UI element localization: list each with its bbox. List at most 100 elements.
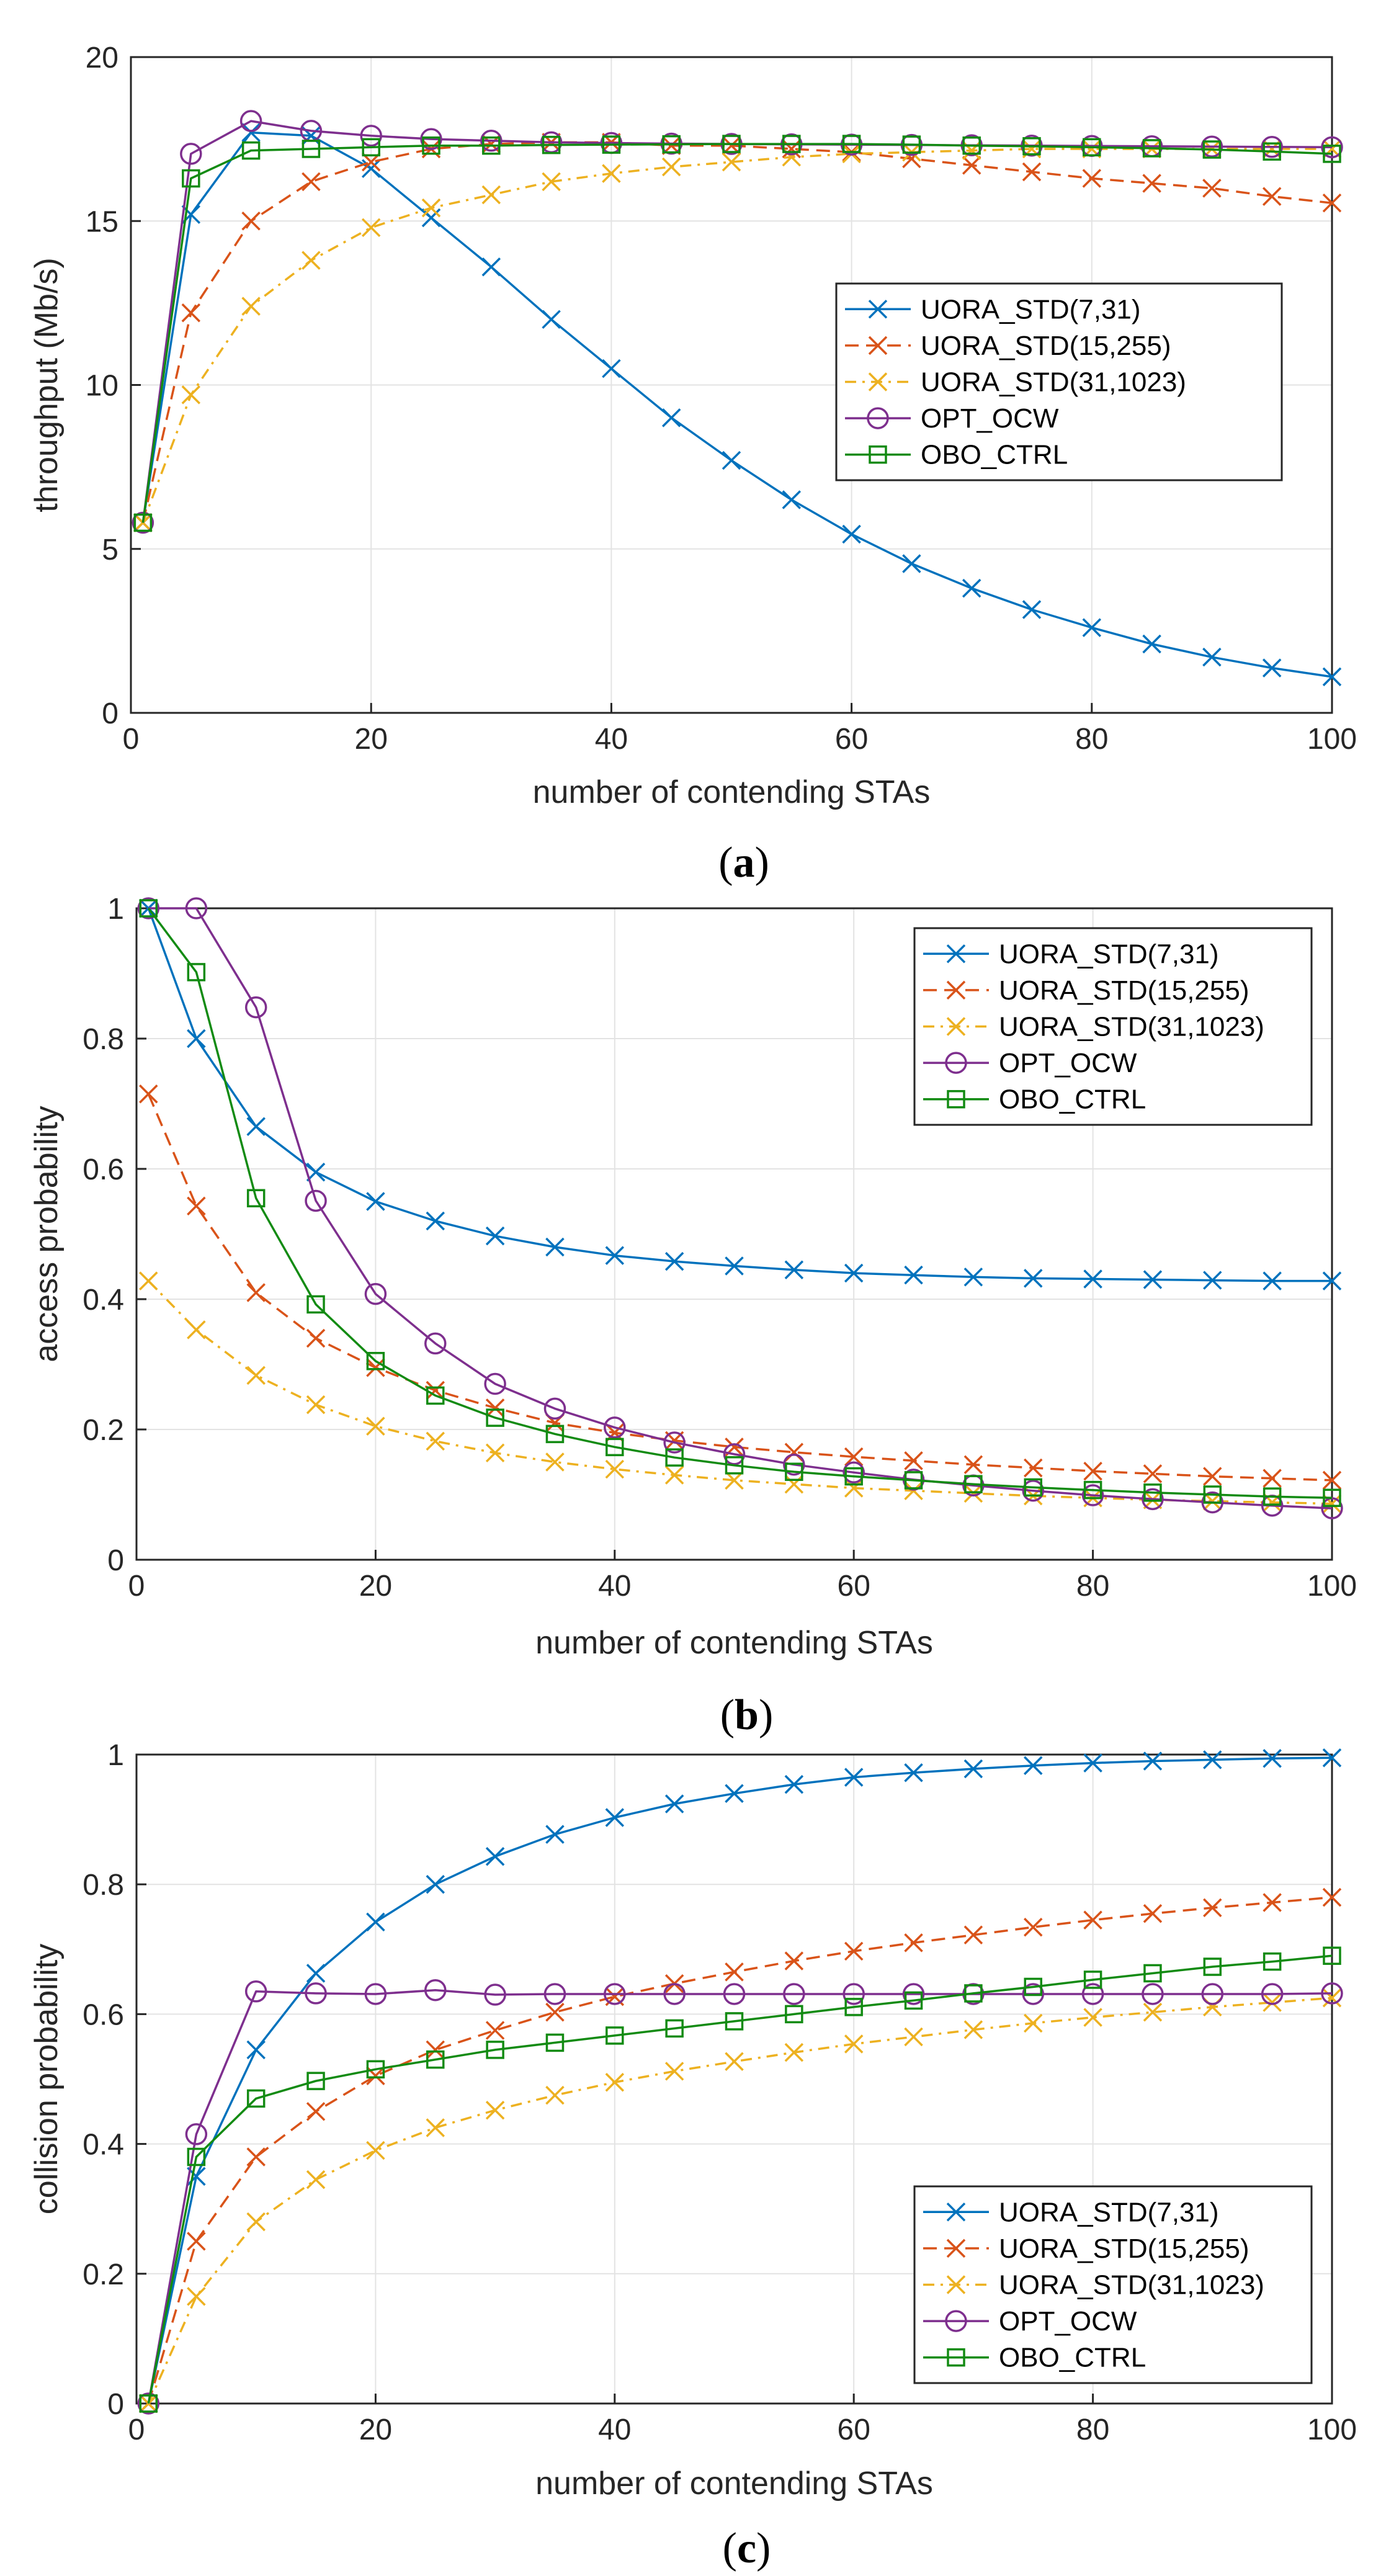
data-point <box>1202 647 1222 667</box>
legend: UORA_STD(7,31) UORA_STD(15,255) UORA_STD(3… <box>913 2185 1313 2384</box>
x-tick-label: 100 <box>1307 1570 1357 1603</box>
x-tick-label: 60 <box>835 723 868 756</box>
data-point <box>964 1984 983 2003</box>
data-point <box>485 1846 505 1866</box>
data-point <box>1263 142 1281 161</box>
data-point <box>1143 1464 1163 1483</box>
data-point <box>426 2050 445 2069</box>
data-point <box>1082 169 1102 188</box>
data-point <box>182 169 200 188</box>
data-point <box>181 303 201 323</box>
data-point <box>246 2147 266 2167</box>
data-point <box>366 1352 385 1371</box>
data-point <box>1081 1484 1104 1506</box>
data-point <box>366 1416 385 1436</box>
data-point <box>1142 174 1161 193</box>
data-point <box>1142 139 1161 158</box>
x-tick-label: 100 <box>1307 2413 1357 2446</box>
data-point <box>1024 1269 1043 1288</box>
data-point <box>139 1085 158 1104</box>
data-point <box>187 2232 206 2251</box>
legend-label: UORA_STD(7,31) <box>999 939 1219 969</box>
data-point <box>904 1265 923 1285</box>
data-point <box>181 385 201 405</box>
series-OBO_CTRL <box>139 1946 1341 2413</box>
legend-label: UORA_STD(31,1023) <box>921 367 1186 398</box>
data-point <box>1200 135 1223 158</box>
data-point <box>1022 162 1042 182</box>
data-point <box>661 408 681 427</box>
data-point <box>484 1372 506 1395</box>
legend-marker <box>868 336 888 356</box>
y-tick-label: 0 <box>107 1544 124 1577</box>
legend: UORA_STD(7,31) UORA_STD(15,255) UORA_STD(3… <box>913 927 1313 1126</box>
data-point <box>1322 1470 1342 1490</box>
legend-marker <box>869 445 887 464</box>
y-tick-label: 0.6 <box>83 1998 124 2031</box>
data-point <box>1203 1271 1222 1290</box>
data-point <box>1261 1983 1284 2005</box>
data-point <box>963 2020 983 2039</box>
data-point <box>1142 1983 1164 2005</box>
data-point <box>422 136 440 155</box>
x-tick-label: 0 <box>128 2413 145 2446</box>
data-point <box>364 1282 387 1305</box>
legend-label: UORA_STD(15,255) <box>999 2234 1249 2264</box>
data-point <box>783 1453 805 1476</box>
data-point <box>904 1933 923 1952</box>
series-line <box>147 907 1333 1500</box>
data-point <box>132 511 154 534</box>
legend-label: UORA_STD(7,31) <box>921 294 1141 324</box>
data-point <box>542 135 561 154</box>
data-point <box>1263 1469 1282 1488</box>
data-point <box>366 2060 385 2079</box>
data-point <box>1143 1270 1163 1289</box>
data-point <box>244 996 267 1019</box>
data-point <box>426 2040 445 2060</box>
series-OPT_OCW <box>137 897 1343 1519</box>
data-point <box>545 1237 565 1257</box>
data-point <box>545 1424 565 1444</box>
data-point <box>1022 1983 1044 2005</box>
x-tick-label: 80 <box>1076 1570 1109 1603</box>
series-OBO_CTRL <box>133 135 1341 532</box>
data-point <box>482 136 501 155</box>
data-point <box>725 2052 744 2071</box>
data-point <box>1321 1982 1343 2005</box>
data-point <box>1083 1461 1102 1481</box>
data-point <box>1081 1983 1104 2005</box>
data-point <box>963 1455 983 1474</box>
data-point <box>481 257 501 277</box>
legend-entry: UORA_STD(7,31) <box>923 939 1219 969</box>
data-point <box>1024 1478 1042 1497</box>
data-point <box>1143 1751 1163 1771</box>
series-UORA_STD(31,1023) <box>139 1988 1342 2413</box>
panel-caption: (c) <box>723 2525 771 2572</box>
data-point <box>485 2100 505 2120</box>
data-point <box>1202 179 1222 198</box>
y-tick-label: 15 <box>86 205 118 238</box>
data-point <box>784 1260 804 1279</box>
data-point <box>1083 1910 1102 1930</box>
legend-marker <box>946 2275 966 2294</box>
data-point <box>139 2394 158 2413</box>
data-point <box>366 2140 385 2160</box>
legend: UORA_STD(7,31) UORA_STD(15,255) UORA_STD(3… <box>835 282 1283 481</box>
series-layer <box>137 897 1343 1519</box>
data-point <box>1022 600 1042 619</box>
legend-entry: UORA_STD(31,1023) <box>845 367 1186 398</box>
data-point <box>137 2392 160 2415</box>
data-point <box>306 1395 326 1415</box>
data-point <box>246 1189 266 1207</box>
data-point <box>963 1759 983 1779</box>
data-point <box>420 128 442 150</box>
data-point <box>1024 2013 1043 2033</box>
data-point <box>1322 193 1342 213</box>
x-tick-label: 60 <box>838 1570 870 1603</box>
data-point <box>664 2062 684 2081</box>
legend-box <box>835 282 1283 481</box>
data-point <box>1263 1487 1282 1506</box>
data-point <box>1323 1488 1341 1507</box>
data-point <box>246 1366 266 1385</box>
y-tick-label: 0.4 <box>83 2129 124 2162</box>
